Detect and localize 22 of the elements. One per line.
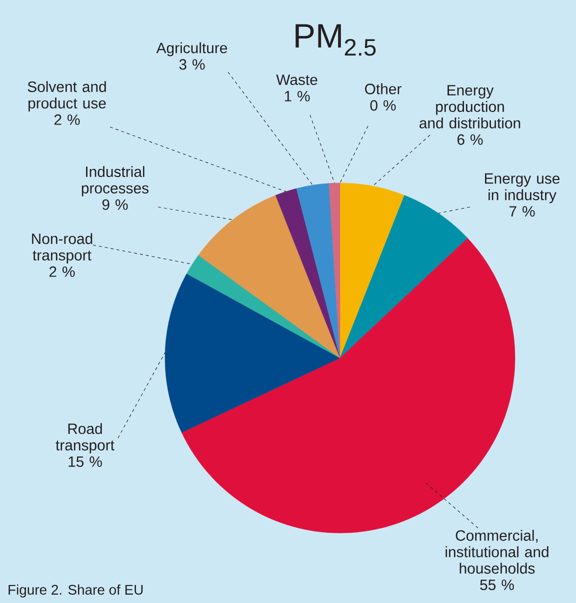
data-label: 6 % [457, 134, 483, 145]
slice-label: Waste [276, 74, 318, 86]
slice-label: Solvent and product use [28, 81, 106, 112]
slice-label: Industrial processes [82, 166, 148, 196]
data-label: 55 % [480, 580, 514, 590]
slice-label: Agriculture [156, 42, 228, 56]
data-label: 2 % [54, 114, 80, 125]
slice-label: Road transport [56, 423, 114, 454]
caption: Figure 2. Share of EU [8, 584, 143, 598]
chart-title: PM$_{2.5}$ [296, 24, 376, 56]
slice-label: Non-road transport [32, 233, 92, 264]
data-label: 2 % [49, 266, 75, 277]
data-label: 3 % [179, 59, 205, 70]
text: 0 % [370, 100, 396, 111]
data-label: 9 % [102, 199, 128, 210]
slice-label: Energy production and distribution [420, 85, 520, 128]
slice-label: Commercial, institutional and households [446, 530, 548, 574]
data-label: 7 % [509, 206, 535, 217]
data-label: 1 % [284, 90, 310, 102]
category-label: Other [365, 83, 402, 94]
slice-label: Energy use in industry [485, 173, 560, 204]
data-label: 15 % [68, 456, 102, 467]
